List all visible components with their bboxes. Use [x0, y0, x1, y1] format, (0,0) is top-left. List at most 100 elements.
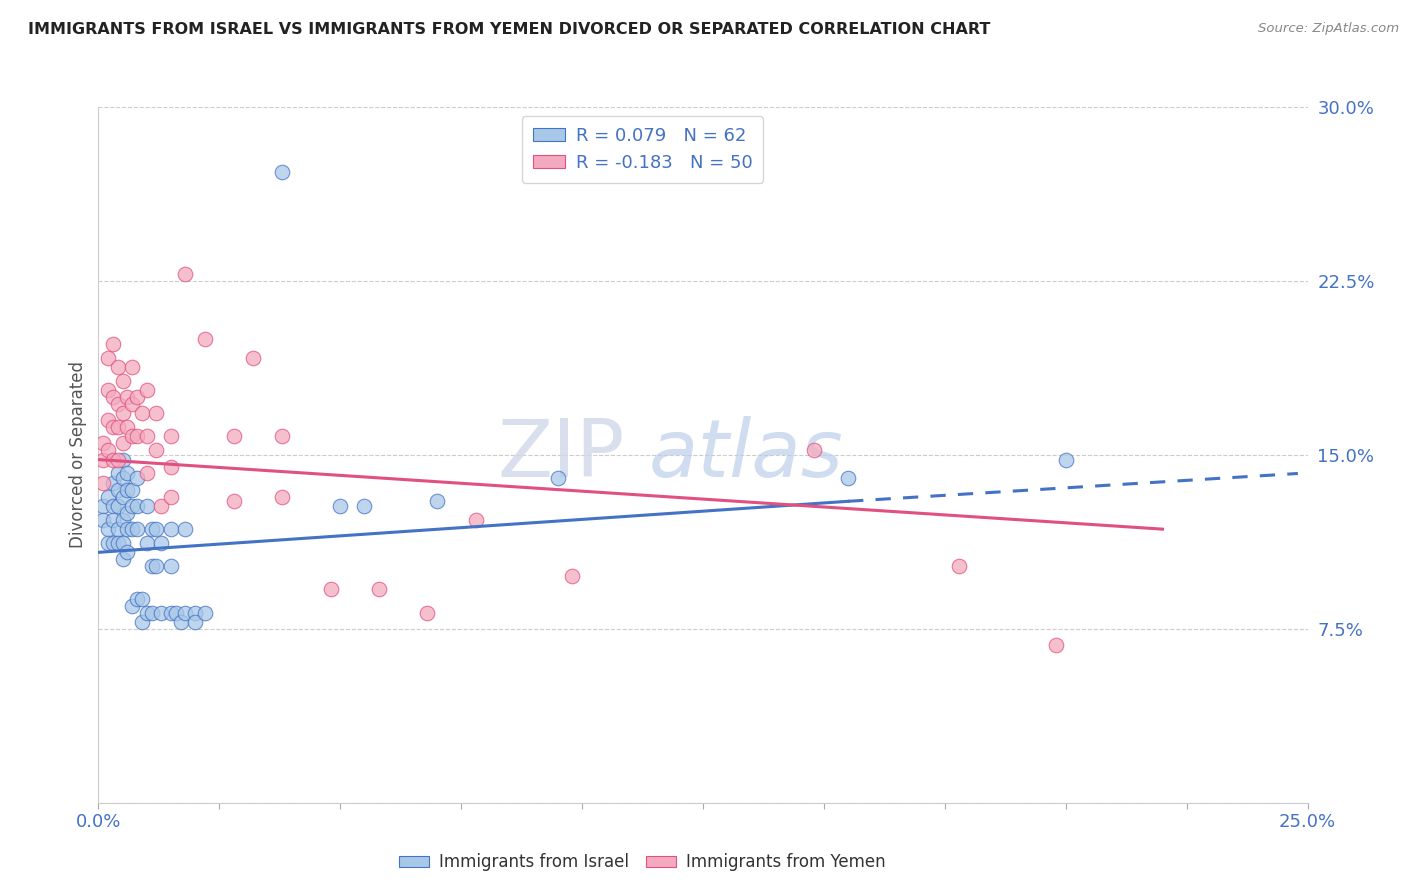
Point — [135, 383, 157, 397]
Point — [145, 522, 167, 536]
Point — [242, 351, 264, 365]
Point — [174, 267, 197, 281]
Point — [222, 494, 245, 508]
Point — [131, 615, 153, 629]
Point — [97, 351, 120, 365]
Point — [174, 606, 197, 620]
Point — [1045, 638, 1067, 652]
Point — [101, 336, 124, 351]
Point — [107, 499, 129, 513]
Point — [127, 522, 149, 536]
Point — [111, 452, 134, 467]
Point — [131, 591, 153, 606]
Point — [111, 436, 134, 450]
Point — [121, 599, 143, 613]
Point — [101, 499, 124, 513]
Point — [160, 522, 183, 536]
Point — [117, 420, 139, 434]
Point — [145, 559, 167, 574]
Point — [91, 475, 114, 490]
Point — [169, 615, 191, 629]
Point — [150, 606, 173, 620]
Point — [117, 390, 139, 404]
Point — [160, 559, 183, 574]
Point — [121, 522, 143, 536]
Point — [803, 443, 825, 458]
Point — [127, 390, 149, 404]
Point — [101, 420, 124, 434]
Point — [1054, 452, 1077, 467]
Point — [271, 165, 294, 179]
Point — [91, 452, 114, 467]
Point — [111, 513, 134, 527]
Point — [150, 536, 173, 550]
Point — [127, 591, 149, 606]
Text: atlas: atlas — [648, 416, 844, 494]
Point — [353, 499, 375, 513]
Point — [135, 606, 157, 620]
Point — [111, 552, 134, 566]
Point — [117, 506, 139, 520]
Point — [121, 499, 143, 513]
Point — [184, 606, 207, 620]
Point — [97, 490, 120, 504]
Point — [101, 536, 124, 550]
Point — [464, 513, 486, 527]
Point — [135, 499, 157, 513]
Point — [194, 606, 217, 620]
Point — [135, 429, 157, 443]
Point — [160, 459, 183, 474]
Point — [127, 499, 149, 513]
Point — [111, 471, 134, 485]
Point — [107, 467, 129, 481]
Point — [948, 559, 970, 574]
Point — [222, 429, 245, 443]
Point — [117, 467, 139, 481]
Point — [107, 522, 129, 536]
Point — [150, 499, 173, 513]
Point — [97, 413, 120, 427]
Point — [271, 429, 294, 443]
Point — [121, 397, 143, 411]
Point — [141, 522, 163, 536]
Point — [101, 513, 124, 527]
Point — [111, 406, 134, 420]
Point — [107, 359, 129, 374]
Point — [194, 332, 217, 346]
Point — [416, 606, 439, 620]
Point — [141, 559, 163, 574]
Legend: Immigrants from Israel, Immigrants from Yemen: Immigrants from Israel, Immigrants from … — [392, 847, 893, 878]
Point — [135, 536, 157, 550]
Point — [117, 483, 139, 497]
Point — [329, 499, 352, 513]
Point — [127, 429, 149, 443]
Point — [107, 452, 129, 467]
Point — [121, 483, 143, 497]
Point — [145, 443, 167, 458]
Point — [160, 490, 183, 504]
Point — [101, 452, 124, 467]
Point — [101, 475, 124, 490]
Point — [165, 606, 187, 620]
Point — [368, 582, 391, 597]
Point — [145, 406, 167, 420]
Point — [127, 471, 149, 485]
Point — [111, 374, 134, 388]
Point — [101, 390, 124, 404]
Point — [97, 383, 120, 397]
Point — [91, 436, 114, 450]
Point — [121, 429, 143, 443]
Point — [561, 568, 583, 582]
Point — [184, 615, 207, 629]
Point — [117, 545, 139, 559]
Point — [174, 522, 197, 536]
Point — [97, 536, 120, 550]
Point — [111, 490, 134, 504]
Point — [107, 536, 129, 550]
Point — [547, 471, 569, 485]
Text: Source: ZipAtlas.com: Source: ZipAtlas.com — [1258, 22, 1399, 36]
Point — [91, 513, 114, 527]
Point — [117, 522, 139, 536]
Point — [426, 494, 449, 508]
Point — [837, 471, 859, 485]
